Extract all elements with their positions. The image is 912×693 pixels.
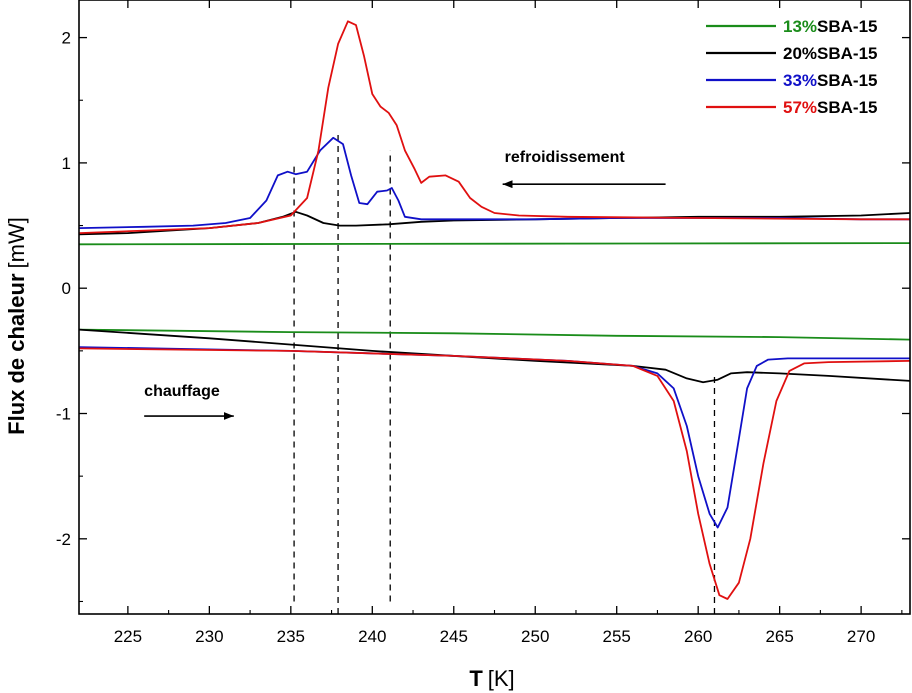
series-group bbox=[79, 20, 910, 600]
annotation-cooling-label: refroidissement bbox=[505, 149, 626, 166]
legend-label: 33%SBA-15 bbox=[783, 71, 878, 90]
plot-frame bbox=[78, 0, 911, 615]
y-axis: -2 -1 0 1 2 bbox=[56, 29, 910, 603]
series-line-2 bbox=[79, 210, 910, 236]
legend-sample: SBA-15 bbox=[817, 17, 877, 36]
x-axis: 225 230 235 240 245 250 255 260 265 270 bbox=[114, 0, 903, 646]
x-tick-label: 265 bbox=[765, 627, 793, 646]
series-line-6 bbox=[79, 328, 910, 384]
legend-percent: 20% bbox=[783, 44, 817, 63]
annotations: refroidissement chauffage bbox=[144, 149, 666, 421]
x-tick-label: 260 bbox=[684, 627, 712, 646]
x-tick-label: 240 bbox=[358, 627, 386, 646]
x-tick-label: 230 bbox=[195, 627, 223, 646]
x-axis-title: T [K] bbox=[469, 666, 514, 691]
x-tick-label: 270 bbox=[847, 627, 875, 646]
x-tick-label: 225 bbox=[114, 627, 142, 646]
y-tick-label: 1 bbox=[62, 154, 71, 173]
legend-label: 57%SBA-15 bbox=[783, 98, 878, 117]
x-tick-label: 250 bbox=[521, 627, 549, 646]
y-axis-title-bold: Flux de chaleur bbox=[4, 273, 29, 435]
x-axis-title-unit: [K] bbox=[488, 666, 515, 691]
x-tick-label: 235 bbox=[277, 627, 305, 646]
legend-label: 20%SBA-15 bbox=[783, 44, 878, 63]
legend-percent: 33% bbox=[783, 71, 817, 90]
legend-percent: 13% bbox=[783, 17, 817, 36]
x-tick-label: 245 bbox=[440, 627, 468, 646]
legend-sample: SBA-15 bbox=[817, 44, 877, 63]
y-axis-title: Flux de chaleur [mW] bbox=[4, 217, 29, 435]
y-tick-label: -2 bbox=[56, 530, 71, 549]
annotation-heating-label: chauffage bbox=[144, 383, 220, 400]
y-tick-label: 0 bbox=[62, 279, 71, 298]
series-line-8 bbox=[79, 347, 910, 600]
legend-label: 13%SBA-15 bbox=[783, 17, 878, 36]
x-tick-label: 255 bbox=[603, 627, 631, 646]
y-axis-title-unit: [mW] bbox=[4, 217, 29, 268]
x-axis-title-bold: T bbox=[469, 666, 483, 691]
legend-percent: 57% bbox=[783, 98, 817, 117]
legend-sample: SBA-15 bbox=[817, 71, 877, 90]
legend-sample: SBA-15 bbox=[817, 98, 877, 117]
dashed-guides bbox=[293, 131, 716, 614]
y-tick-label: 2 bbox=[62, 29, 71, 48]
series-line-4 bbox=[79, 20, 910, 234]
series-line-5 bbox=[79, 328, 910, 341]
series-line-1 bbox=[79, 242, 910, 246]
series-line-3 bbox=[79, 136, 910, 229]
y-tick-label: -1 bbox=[56, 405, 71, 424]
